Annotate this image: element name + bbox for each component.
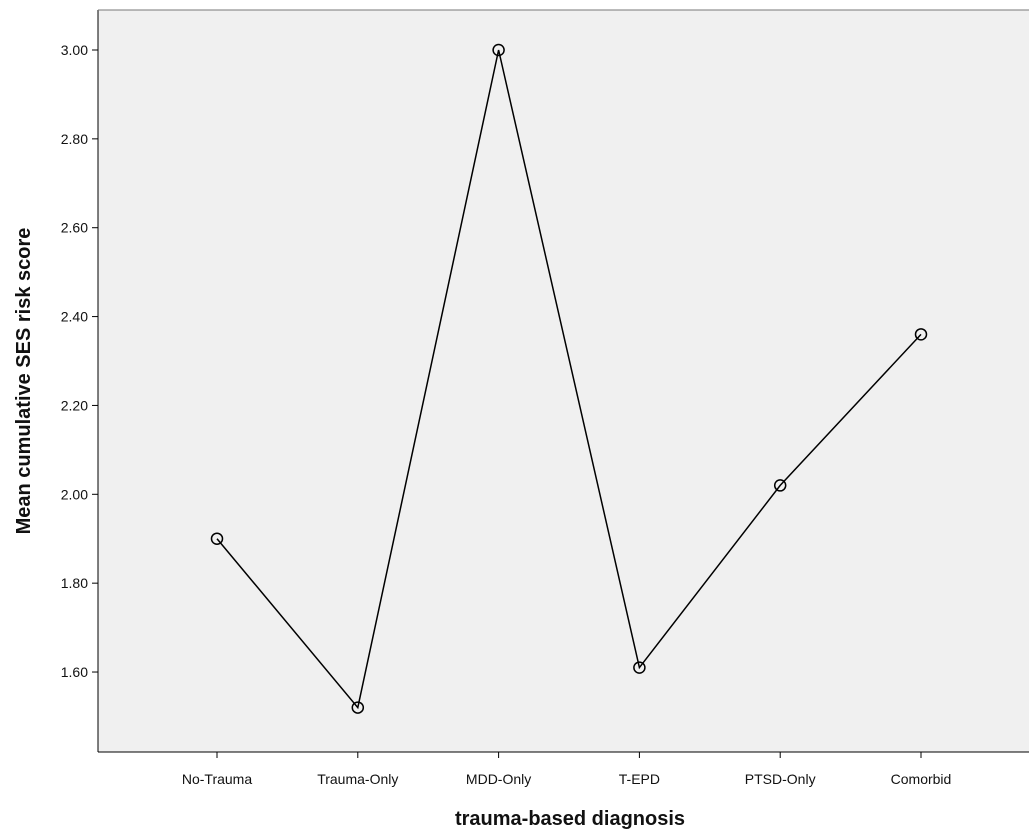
y-tick-label: 3.00 (61, 42, 88, 58)
y-tick-label: 2.60 (61, 220, 88, 236)
data-point-no-trauma (210, 532, 224, 545)
y-axis-title: Mean cumulative SES risk score (13, 228, 35, 535)
y-axis: 1.60 1.80 2.00 2.20 2.40 2.60 2.80 3.00 (61, 9, 1029, 752)
x-tick-label: MDD-Only (466, 771, 531, 787)
y-tick-label: 2.20 (61, 397, 88, 413)
x-tick-label: Comorbid (891, 771, 952, 787)
y-tick-label: 1.60 (61, 664, 88, 680)
data-point-ptsd-only (773, 479, 787, 492)
data-point-trauma-only (351, 701, 365, 714)
x-axis-title: trauma-based diagnosis (455, 808, 685, 830)
series-layer (210, 43, 928, 714)
data-point-t-epd (633, 661, 646, 674)
y-tick-label: 2.80 (61, 131, 88, 147)
x-tick-label: PTSD-Only (745, 771, 816, 787)
y-tick-label: 2.00 (61, 486, 88, 502)
y-tick-label: 2.40 (61, 309, 88, 325)
x-axis: No-Trauma Trauma-Only MDD-Only T-EPD PTSD-On… (98, 751, 1029, 787)
x-tick-label: T-EPD (619, 771, 660, 787)
data-point-comorbid (914, 328, 928, 341)
y-tick-label: 1.80 (61, 575, 88, 591)
data-point-mdd-only (492, 43, 505, 57)
series-line (216, 49, 922, 710)
x-tick-label: Trauma-Only (317, 771, 398, 787)
x-tick-label: No-Trauma (182, 771, 252, 787)
plot-area (98, 10, 1029, 752)
